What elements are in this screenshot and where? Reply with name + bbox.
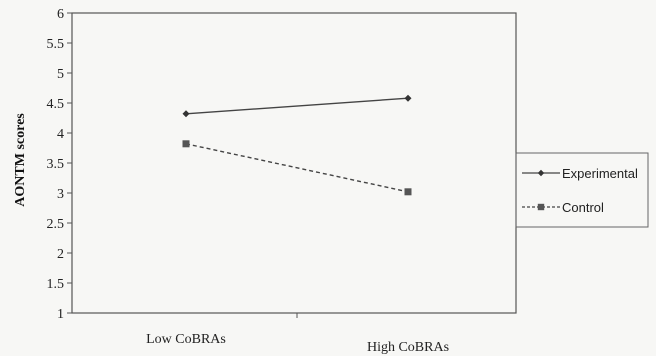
y-tick-label: 5.5 [47,37,65,52]
y-axis: 1 1.5 2 2.5 3 3.5 4 4.5 5 5.5 6 [47,7,72,322]
y-tick-label: 4 [57,127,64,142]
y-axis-title: AONTM scores [13,113,28,207]
x-axis: Low CoBRAs High CoBRAs [146,313,449,355]
y-tick-label: 4.5 [47,97,65,112]
y-tick-label: 3 [57,187,64,202]
y-tick-label: 1.5 [47,277,65,292]
x-category-label: Low CoBRAs [146,332,226,347]
series-layer [182,94,412,196]
y-tick-label: 6 [57,7,64,22]
legend-item: Experimental [522,166,638,181]
data-point [404,188,412,196]
legend-marker [537,169,545,177]
y-tick-label: 2.5 [47,217,65,232]
plot-border [71,12,517,314]
y-tick-label: 5 [57,67,64,82]
series-line [185,97,409,115]
series-control [182,140,412,196]
legend-marker [537,203,545,211]
legend-item: Control [522,200,604,215]
plot-area [71,12,517,314]
legend: Experimental Control [515,152,649,228]
data-point [182,110,190,118]
data-point [404,94,412,102]
series-line [185,143,409,193]
legend-box [515,152,649,228]
y-tick-label: 2 [57,247,64,262]
data-point [182,140,190,148]
y-tick-label: 3.5 [47,157,65,172]
legend-label: Experimental [562,166,638,181]
series-experimental [182,94,412,118]
y-tick-label: 1 [57,307,64,322]
x-category-label: High CoBRAs [367,340,449,355]
legend-label: Control [562,200,604,215]
